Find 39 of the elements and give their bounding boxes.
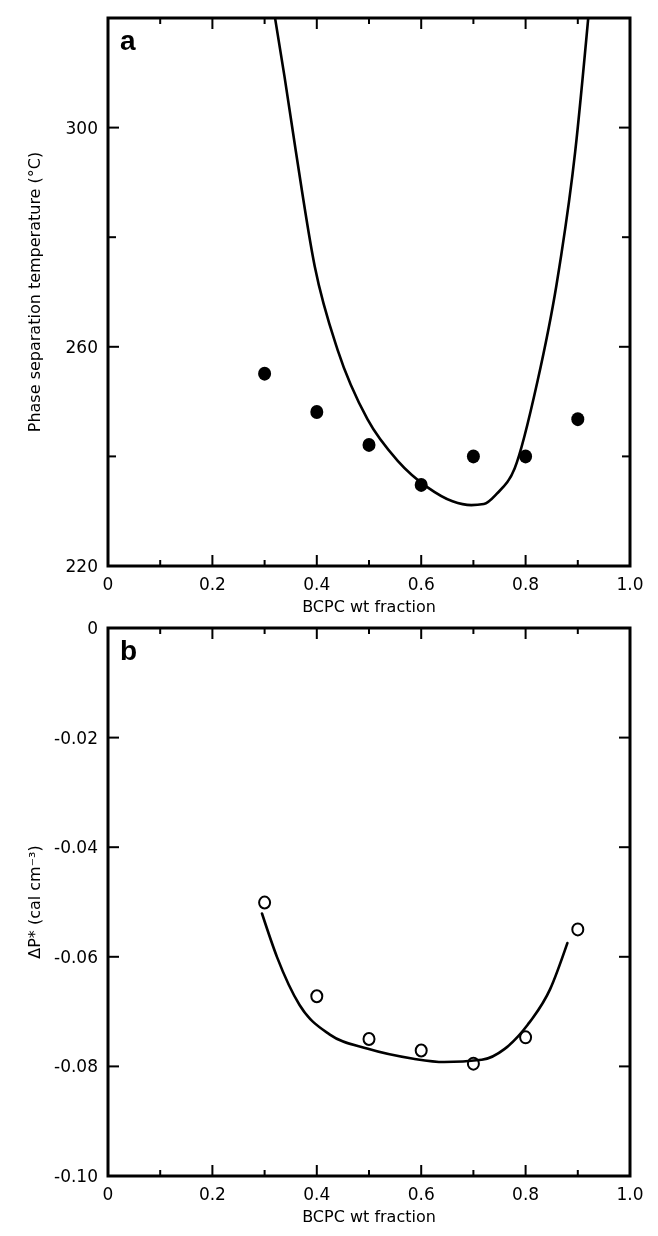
y-tick-label: -0.04 bbox=[54, 837, 98, 858]
x-tick-label: 0.8 bbox=[512, 1184, 540, 1204]
y-tick-label: 220 bbox=[65, 555, 98, 576]
y-tick-label: -0.10 bbox=[54, 1165, 98, 1186]
point bbox=[362, 1032, 376, 1046]
point bbox=[414, 1043, 428, 1058]
point bbox=[571, 412, 585, 427]
y-tick-label: 260 bbox=[65, 336, 98, 357]
x-tick-label: 0.6 bbox=[407, 1184, 435, 1204]
x-tick-label: 0.2 bbox=[198, 1184, 226, 1204]
annotation: a bbox=[120, 25, 136, 56]
y-tick-label: -0.08 bbox=[54, 1056, 98, 1077]
x-axis-title: BCPC wt fraction bbox=[302, 1207, 436, 1226]
x-tick-label: 1.0 bbox=[616, 1184, 644, 1204]
x-tick-label: 0.6 bbox=[407, 574, 435, 594]
x-tick-label: 0.2 bbox=[198, 574, 226, 594]
point bbox=[258, 366, 272, 381]
y-tick-label: 0 bbox=[87, 617, 98, 638]
y-axis-title: ΔP* (cal cm⁻³) bbox=[25, 845, 44, 959]
y-tick-label: 300 bbox=[65, 117, 98, 138]
x-tick-label: 0.4 bbox=[303, 574, 331, 594]
y-axis-title: Phase separation temperature (°C) bbox=[25, 151, 44, 433]
x-tick-label: 0.4 bbox=[303, 1184, 331, 1204]
point bbox=[310, 405, 324, 420]
y-tick-label: -0.06 bbox=[54, 946, 98, 967]
point bbox=[258, 895, 272, 910]
point bbox=[519, 449, 533, 464]
point bbox=[571, 922, 585, 937]
x-tick-label: 0 bbox=[102, 1184, 114, 1204]
x-tick-label: 0.8 bbox=[512, 574, 540, 594]
annotation: b bbox=[120, 635, 138, 666]
y-tick-label: -0.02 bbox=[54, 727, 98, 748]
point bbox=[310, 989, 324, 1004]
point bbox=[519, 1030, 533, 1045]
x-axis-title: BCPC wt fraction bbox=[302, 597, 436, 616]
x-tick-label: 0 bbox=[102, 574, 114, 594]
x-tick-label: 1.0 bbox=[616, 574, 644, 594]
point bbox=[466, 449, 480, 464]
point bbox=[362, 437, 376, 452]
